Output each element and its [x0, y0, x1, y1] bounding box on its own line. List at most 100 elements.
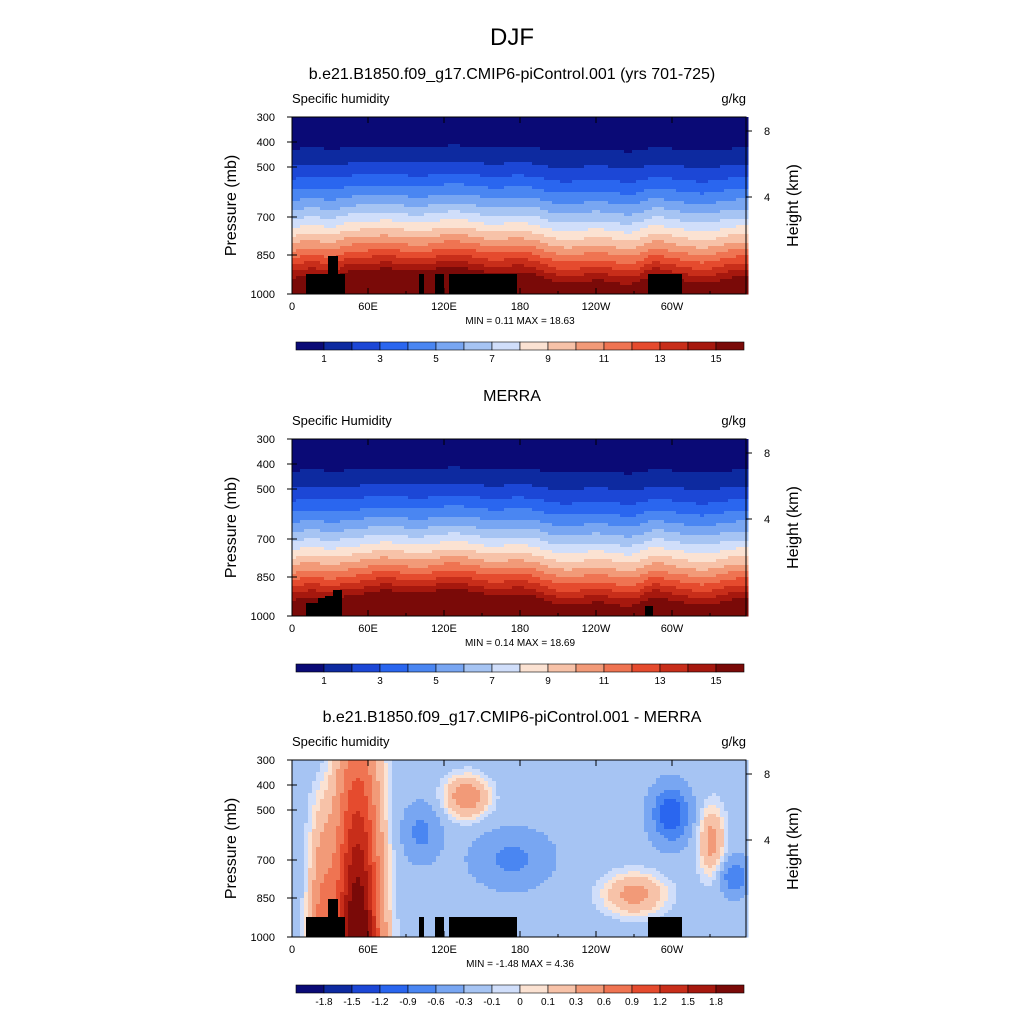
contour-cell — [564, 261, 569, 265]
contour-cell — [496, 210, 501, 214]
contour-cell — [560, 132, 565, 136]
contour-cell — [620, 174, 625, 178]
contour-cell — [420, 264, 425, 268]
contour-cell — [376, 201, 381, 205]
contour-cell — [448, 117, 453, 121]
contour-cell — [332, 234, 337, 238]
contour-cell — [324, 201, 329, 205]
contour-cell — [488, 138, 493, 142]
contour-cell — [452, 237, 457, 241]
contour-cell — [624, 129, 629, 133]
contour-cell — [520, 159, 525, 163]
contour-cell — [312, 255, 317, 259]
contour-cell — [628, 201, 633, 205]
contour-cell — [304, 135, 309, 139]
contour-cell — [520, 204, 525, 208]
contour-cell — [376, 264, 381, 268]
contour-cell — [564, 285, 569, 289]
contour-cell — [484, 222, 489, 226]
contour-cell — [396, 249, 401, 253]
contour-cell — [460, 183, 465, 187]
contour-cell — [300, 174, 305, 178]
contour-cell — [424, 222, 429, 226]
contour-cell — [328, 213, 333, 217]
contour-cell — [476, 198, 481, 202]
contour-cell — [404, 141, 409, 145]
contour-cell — [464, 258, 469, 262]
contour-cell — [400, 261, 405, 265]
contour-cell — [488, 120, 493, 124]
contour-cell — [352, 258, 357, 262]
contour-cell — [312, 129, 317, 133]
contour-cell — [296, 183, 301, 187]
contour-cell — [428, 126, 433, 130]
contour-cell — [560, 204, 565, 208]
contour-cell — [420, 225, 425, 229]
contour-cell — [400, 228, 405, 232]
contour-cell — [512, 198, 517, 202]
contour-cell — [468, 237, 473, 241]
contour-cell — [308, 204, 313, 208]
contour-cell — [296, 201, 301, 205]
contour-cell — [520, 282, 525, 286]
contour-cell — [564, 270, 569, 274]
contour-cell — [524, 225, 529, 229]
contour-cell — [344, 201, 349, 205]
contour-cell — [588, 213, 593, 217]
contour-cell — [608, 129, 613, 133]
contour-cell — [448, 264, 453, 268]
contour-cell — [372, 159, 377, 163]
contour-cell — [340, 171, 345, 175]
contour-cell — [536, 204, 541, 208]
contour-cell — [440, 126, 445, 130]
contour-cell — [496, 126, 501, 130]
contour-cell — [540, 132, 545, 136]
contour-cell — [348, 243, 353, 247]
contour-cell — [516, 207, 521, 211]
contour-cell — [384, 219, 389, 223]
contour-cell — [316, 249, 321, 253]
contour-cell — [556, 180, 561, 184]
contour-cell — [300, 285, 305, 289]
contour-cell — [340, 129, 345, 133]
contour-cell — [436, 216, 441, 220]
contour-cell — [532, 153, 537, 157]
contour-cell — [532, 219, 537, 223]
contour-cell — [604, 216, 609, 220]
contour-cell — [520, 162, 525, 166]
contour-cell — [568, 285, 573, 289]
contour-cell — [512, 201, 517, 205]
contour-cell — [408, 174, 413, 178]
contour-cell — [508, 222, 513, 226]
contour-cell — [452, 264, 457, 268]
contour-cell — [424, 132, 429, 136]
contour-cell — [360, 243, 365, 247]
contour-cell — [404, 132, 409, 136]
contour-cell — [608, 117, 613, 121]
contour-cell — [452, 168, 457, 172]
contour-cell — [604, 255, 609, 259]
contour-cell — [392, 231, 397, 235]
contour-cell — [508, 255, 513, 259]
contour-cell — [296, 207, 301, 211]
contour-cell — [588, 210, 593, 214]
contour-cell — [328, 126, 333, 130]
contour-cell — [616, 198, 621, 202]
contour-cell — [368, 138, 373, 142]
contour-cell — [332, 138, 337, 142]
contour-cell — [576, 162, 581, 166]
contour-cell — [620, 258, 625, 262]
contour-cell — [556, 144, 561, 148]
contour-cell — [612, 156, 617, 160]
contour-cell — [348, 153, 353, 157]
contour-cell — [380, 165, 385, 169]
contour-cell — [596, 126, 601, 130]
contour-cell — [556, 192, 561, 196]
contour-cell — [588, 189, 593, 193]
contour-cell — [308, 267, 313, 271]
contour-cell — [332, 201, 337, 205]
contour-cell — [544, 291, 549, 295]
contour-cell — [396, 126, 401, 130]
contour-cell — [320, 225, 325, 229]
contour-cell — [432, 210, 437, 214]
